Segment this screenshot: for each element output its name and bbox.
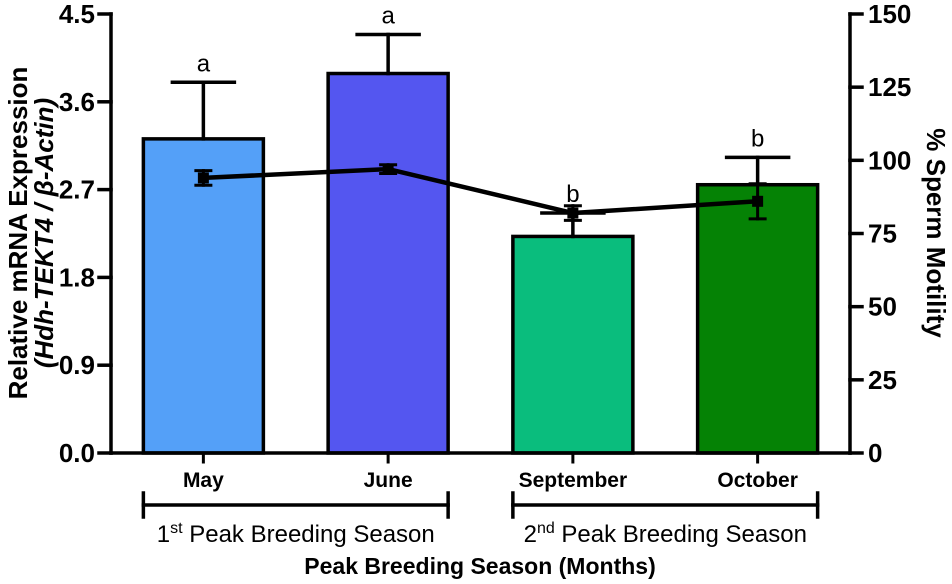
left-axis-title-line1: Relative mRNA Expression xyxy=(3,67,33,400)
bar-september xyxy=(511,234,635,455)
left-axis-tick-label: 0.0 xyxy=(59,438,95,468)
x-axis-title: Peak Breeding Season (Months) xyxy=(304,553,655,579)
bracket-label: 1st Peak Breeding Season xyxy=(157,520,435,548)
left-axis-tick-label: 4.5 xyxy=(59,0,95,29)
bar-october xyxy=(695,182,820,455)
x-category-label: June xyxy=(364,469,413,492)
left-axis-tick-label: 3.6 xyxy=(59,87,95,117)
right-axis-tick-label: 75 xyxy=(868,219,897,249)
line-marker-june xyxy=(382,163,394,175)
bracket-label: 2nd Peak Breeding Season xyxy=(524,520,807,548)
line-marker-october xyxy=(752,195,764,207)
right-axis-tick-label: 125 xyxy=(868,72,911,102)
right-axis-tick-label: 150 xyxy=(868,0,911,29)
significance-letter: a xyxy=(381,2,395,29)
motility-line xyxy=(203,166,758,216)
right-axis-tick-label: 100 xyxy=(868,145,911,175)
x-category-label: October xyxy=(717,469,798,492)
x-category-label: May xyxy=(183,469,224,492)
right-axis-title: % Sperm Motility xyxy=(921,128,951,338)
significance-letter: a xyxy=(197,50,211,77)
left-axis-tick-label: 1.8 xyxy=(59,262,95,292)
left-axis-tick-label: 2.7 xyxy=(59,175,95,205)
bar-may xyxy=(141,137,266,455)
left-axis-title-line2: (Hdh-TEKT4 / β-Actin) xyxy=(29,98,59,368)
line-marker-september xyxy=(567,207,579,219)
right-axis-tick-label: 25 xyxy=(868,365,897,395)
x-category-label: September xyxy=(519,469,628,492)
plot-area: a a b b May June September October 0.0 0.9 1.8 2.7 3… xyxy=(59,0,912,548)
bar-june xyxy=(326,71,450,455)
significance-letter: b xyxy=(566,181,579,208)
line-marker-may xyxy=(197,172,209,184)
right-axis-tick-label: 50 xyxy=(868,292,897,322)
significance-letter: b xyxy=(751,125,764,152)
right-axis-tick-label: 0 xyxy=(868,438,882,468)
left-axis-tick-label: 0.9 xyxy=(59,350,95,380)
